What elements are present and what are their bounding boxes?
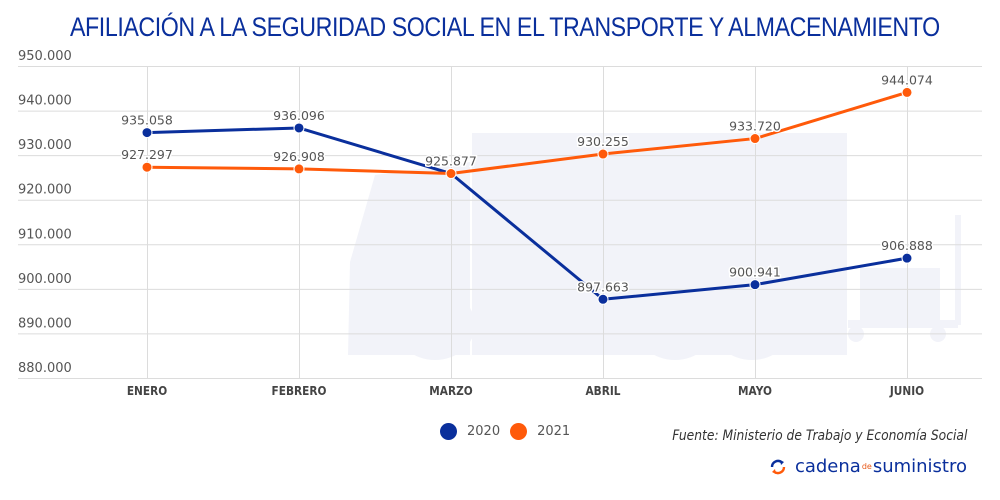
truck-wheel [395, 290, 475, 360]
data-label-2020: 936.096 [273, 108, 325, 123]
data-label-2021: 925.877 [425, 154, 477, 169]
data-labels: 935.058 936.096 897.663 900.941 906.888 927.2… [120, 71, 935, 296]
data-label-2020: 897.663 [577, 279, 629, 294]
data-point-2020 [597, 293, 609, 305]
series-line-2021 [146, 90, 908, 176]
x-tick-label: ENERO [127, 384, 168, 398]
data-point-2020 [749, 279, 761, 291]
y-tick-label: 950.000 [18, 49, 72, 64]
legend-label: 2020 [467, 424, 501, 439]
x-tick-label: JUNIO [889, 384, 925, 398]
data-point-2021 [293, 163, 305, 175]
x-axis: ENERO FEBRERO MARZO ABRIL MAYO JUNIO [127, 384, 925, 398]
cart-handle [955, 215, 961, 325]
brand-name-part3: suministro [872, 456, 967, 477]
y-tick-label: 880.000 [18, 361, 72, 376]
data-label-2021: 944.074 [881, 72, 933, 87]
x-tick-label: ABRIL [585, 384, 620, 398]
data-point-2021 [749, 133, 761, 145]
data-point-2021 [445, 168, 457, 180]
y-axis: 880.000 890.000 900.000 910.000 920.000 930.0… [18, 49, 72, 376]
legend-dot-icon [440, 423, 457, 440]
data-point-2021 [597, 148, 609, 160]
grid-lines [18, 66, 982, 379]
cart-box [860, 268, 940, 323]
legend-item-2021[interactable]: 2021 [510, 423, 570, 440]
data-label-2021: 927.297 [121, 147, 173, 162]
truck-wheel [635, 290, 715, 360]
data-point-2021 [901, 86, 913, 98]
brand-name-part2: de [861, 462, 872, 471]
y-tick-label: 910.000 [18, 227, 72, 242]
data-point-2020 [293, 122, 305, 134]
legend: 2020 2021 [440, 423, 580, 440]
data-label-2020: 935.058 [121, 113, 173, 128]
brand-logo: cadena de suministro [769, 456, 967, 477]
x-tick-label: MAYO [738, 384, 772, 398]
data-point-2020 [901, 252, 913, 264]
data-label-2021: 933.720 [729, 119, 781, 134]
data-label-2021: 930.255 [577, 134, 629, 149]
truck-background-illustration [348, 133, 961, 360]
data-label-2021: 926.908 [273, 149, 325, 164]
cart-base [848, 320, 958, 328]
data-label-2020: 900.941 [729, 265, 781, 280]
legend-item-2020[interactable]: 2020 [440, 423, 500, 440]
x-tick-label: MARZO [429, 384, 473, 398]
series-group [141, 86, 913, 305]
y-tick-label: 900.000 [18, 272, 72, 287]
series-line-2020 [146, 126, 908, 301]
data-point-2020 [141, 127, 153, 139]
y-tick-label: 890.000 [18, 316, 72, 331]
refresh-arrows-icon [770, 459, 786, 474]
truck-wheel [712, 290, 792, 360]
legend-dot-icon [510, 423, 528, 440]
source-note: Fuente: Ministerio de Trabajo y Economía… [671, 428, 967, 444]
data-point-2021 [141, 161, 153, 173]
data-label-2020: 906.888 [881, 238, 933, 253]
x-tick-label: FEBRERO [272, 384, 327, 398]
brand-name-part1: cadena [794, 456, 861, 477]
y-tick-label: 940.000 [18, 94, 72, 109]
legend-label: 2021 [537, 424, 571, 439]
chart-title: AFILIACIÓN A LA SEGURIDAD SOCIAL EN EL T… [70, 12, 940, 42]
y-tick-label: 920.000 [18, 183, 72, 198]
y-tick-label: 930.000 [18, 138, 72, 153]
